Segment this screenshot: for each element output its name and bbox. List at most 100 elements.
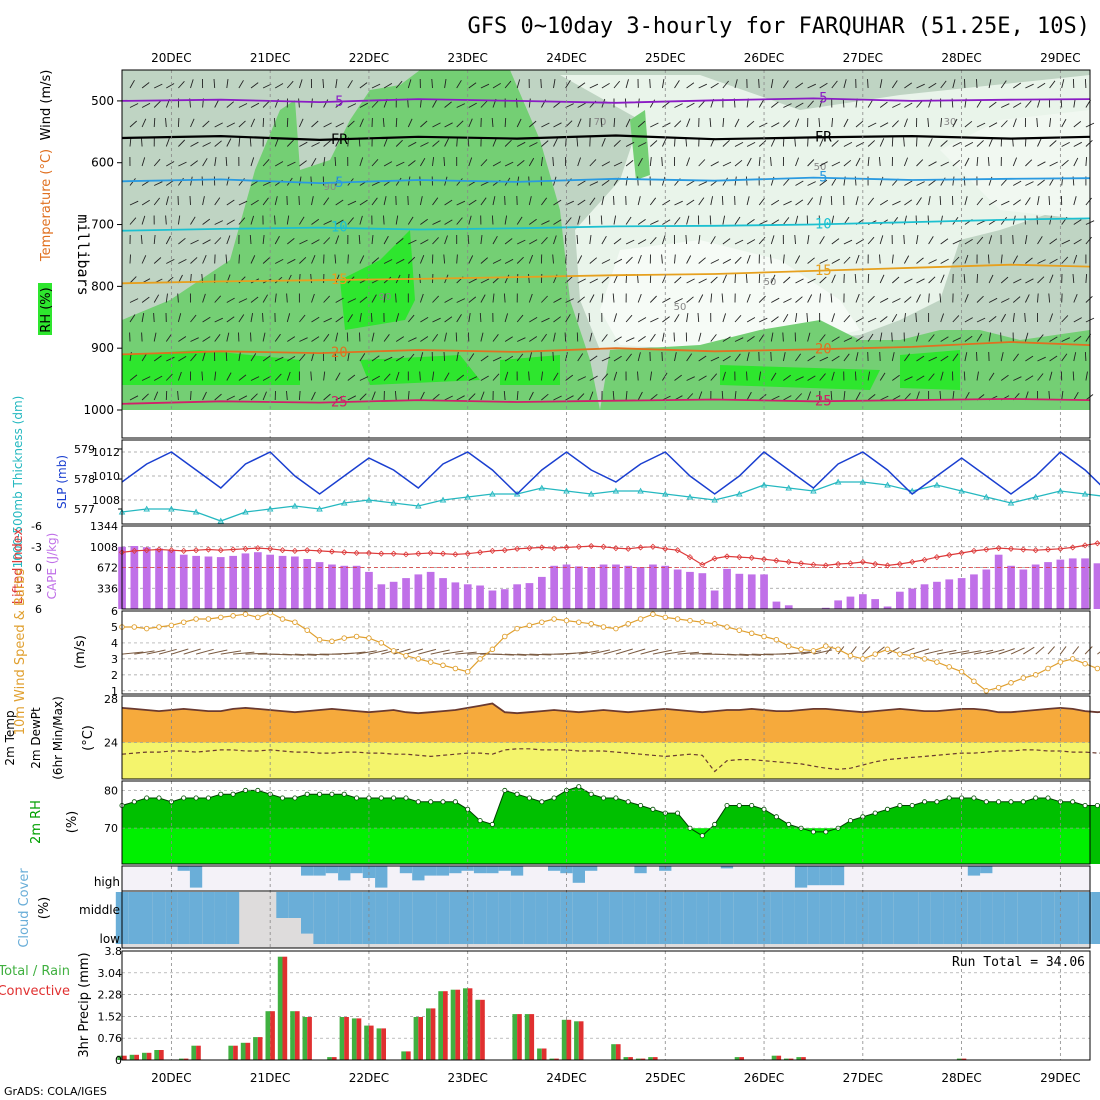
wind-barb <box>625 79 629 89</box>
wind-barb <box>335 101 343 108</box>
wind-barb <box>432 99 438 108</box>
precip-convective-bar <box>628 1057 633 1060</box>
lifted-index-point <box>143 547 150 554</box>
cloud-high-bar <box>560 866 573 874</box>
wind-barb <box>637 254 642 264</box>
wind-barb <box>831 161 841 167</box>
rh-point <box>971 795 977 801</box>
wind-barb <box>190 353 197 362</box>
wind-barb <box>637 371 639 381</box>
wind-speed-point <box>551 616 557 622</box>
wind-barb <box>553 235 557 245</box>
wind-speed-point <box>316 636 323 643</box>
wind-barb <box>491 117 494 128</box>
wind-barb <box>311 391 316 401</box>
wind-barb <box>287 238 295 245</box>
wind-barb <box>783 200 792 206</box>
wind-barb <box>334 156 337 167</box>
wind-tick-label: 1 <box>111 685 118 698</box>
wind-barb <box>420 239 429 245</box>
cloud-middle-bar <box>906 892 919 944</box>
wind-barb <box>1049 258 1058 264</box>
wind-barb <box>807 181 816 186</box>
wind-barb <box>746 336 755 342</box>
wind-barb <box>286 313 291 323</box>
lifted-index-point <box>205 546 212 553</box>
cloud-middle-bar <box>338 892 351 944</box>
wind-barb <box>250 376 260 381</box>
pressure-tick-label: 500 <box>91 94 114 108</box>
wind-barb <box>758 371 762 381</box>
wind-barb <box>1037 373 1044 381</box>
wind-barb <box>467 137 470 147</box>
wind-barb <box>819 356 829 362</box>
cape-bar <box>500 589 509 609</box>
wind-barb <box>892 103 901 108</box>
wind-barb <box>1037 259 1046 264</box>
wind-barb <box>262 312 264 323</box>
temp-magenta-contour <box>121 397 1091 405</box>
wind-barb <box>843 337 853 342</box>
wind-barb <box>516 390 519 401</box>
rh-point <box>638 803 644 809</box>
wind-barb <box>432 393 440 401</box>
lifted-index-point <box>872 560 879 568</box>
wind-barb <box>431 78 433 89</box>
rh-region-70-90-left <box>122 70 600 410</box>
wind-barb <box>662 316 670 323</box>
cloud-middle-bar <box>288 892 301 918</box>
wind-barb <box>249 234 252 245</box>
wind-barb <box>1025 83 1034 89</box>
wind-barb <box>480 391 485 401</box>
wind-barb <box>371 100 379 108</box>
date-tick-label: 21DEC <box>250 51 290 65</box>
wind-barb <box>311 196 314 206</box>
cloud-high-bar <box>807 866 820 886</box>
cape-bar <box>402 578 410 609</box>
temperature-legend-label: Temperature (°C) <box>39 149 54 262</box>
rh-point <box>650 806 656 812</box>
wind-barb <box>976 140 984 147</box>
cloud-high-bar <box>980 866 993 874</box>
wind-barb <box>432 237 439 245</box>
wind-barb <box>238 217 246 225</box>
cape-bar <box>772 601 781 609</box>
rh-point <box>909 803 915 809</box>
wind-barb <box>541 220 550 225</box>
wind-barb <box>1049 336 1058 342</box>
wind-barb <box>734 176 737 186</box>
wind-barb <box>771 297 780 303</box>
wind-axis-label: 10m Wind Speed & Barbs <box>13 569 28 736</box>
wind-barb <box>419 293 424 303</box>
wind-barb <box>419 371 421 381</box>
wind-barb <box>371 355 380 362</box>
wind-barb <box>166 180 174 186</box>
thickness-point <box>612 487 620 494</box>
wind-barb <box>298 79 303 89</box>
panel-frame <box>121 695 1091 780</box>
wind-barb <box>855 120 864 128</box>
wind-barb <box>734 216 741 225</box>
wind-barb <box>1025 159 1033 167</box>
wind-barb <box>420 218 428 225</box>
wind-speed-point <box>502 633 508 640</box>
rh-point <box>378 795 384 801</box>
cape-bar <box>1081 558 1089 609</box>
wind-contour <box>121 97 1091 104</box>
credit-label: GrADS: COLA/IGES <box>4 1085 107 1098</box>
wind-barb <box>250 296 259 303</box>
wind-barb <box>722 355 731 362</box>
wind-barb <box>625 256 633 264</box>
rh-point <box>514 791 520 797</box>
wind-barb <box>541 122 550 128</box>
wind-barb <box>480 181 490 186</box>
cape-bar <box>933 581 941 609</box>
wind-speed-point <box>539 619 545 625</box>
wind-barb <box>129 103 139 108</box>
wind-barb <box>238 103 248 108</box>
cloud-high-bar <box>585 866 598 871</box>
cloud-middle-bar <box>708 892 721 944</box>
wind-barb <box>1025 100 1032 108</box>
cape-bar <box>1093 563 1100 609</box>
